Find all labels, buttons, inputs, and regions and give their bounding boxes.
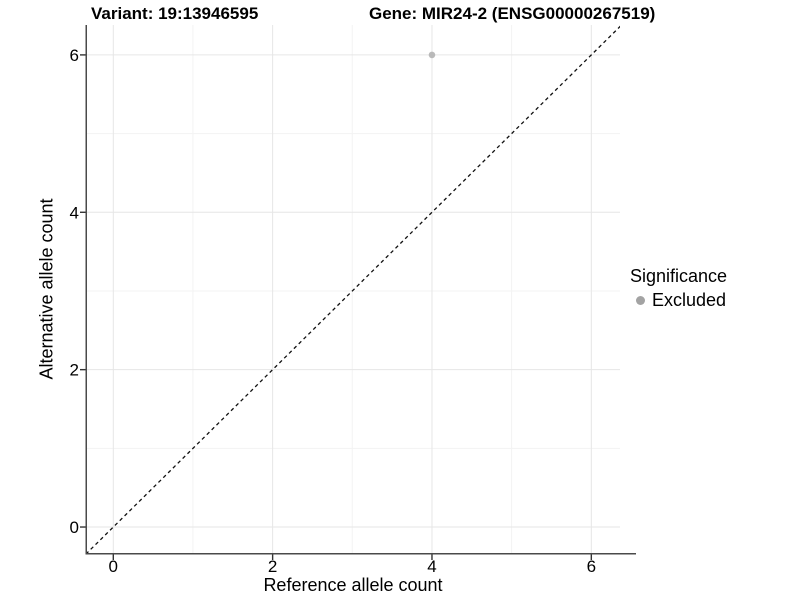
legend: Significance Excluded bbox=[630, 266, 727, 311]
legend-item-excluded: Excluded bbox=[630, 290, 727, 311]
y-tick-label: 6 bbox=[70, 46, 79, 65]
y-tick-label: 4 bbox=[70, 203, 79, 222]
y-axis-title: Alternative allele count bbox=[36, 198, 57, 380]
data-point bbox=[428, 51, 436, 59]
variant-title: Variant: 19:13946595 bbox=[91, 4, 259, 23]
x-tick-label: 4 bbox=[427, 557, 436, 576]
x-tick-label: 6 bbox=[587, 557, 596, 576]
legend-title: Significance bbox=[630, 266, 728, 286]
legend-point-icon bbox=[636, 296, 645, 305]
x-axis-title: Reference allele count bbox=[263, 575, 443, 595]
x-tick-label: 2 bbox=[268, 557, 277, 576]
gene-title: Gene: MIR24-2 (ENSG00000267519) bbox=[369, 4, 656, 23]
legend-item-label: Excluded bbox=[652, 290, 727, 310]
identity-reference-line bbox=[87, 25, 620, 553]
y-tick-label: 0 bbox=[70, 518, 79, 537]
x-tick-label: 0 bbox=[109, 557, 118, 576]
y-tick-label: 2 bbox=[70, 361, 79, 380]
